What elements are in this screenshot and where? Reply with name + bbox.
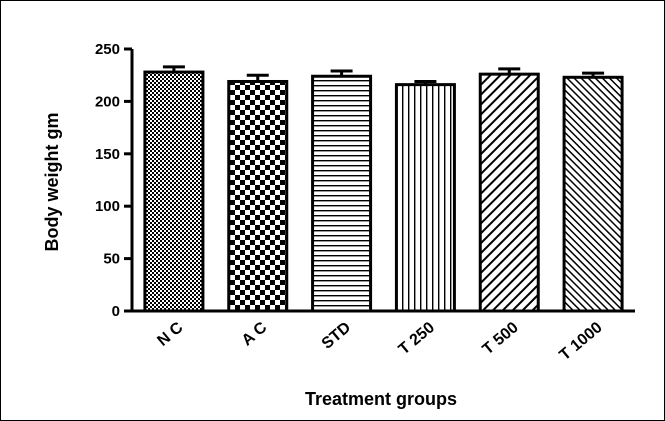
bar-t-1000 <box>562 75 624 313</box>
x-tick-label: T 1000 <box>557 319 606 364</box>
y-axis-title: Body weight gm <box>42 113 62 252</box>
x-tick-label: T 250 <box>396 319 438 358</box>
bars <box>143 65 624 313</box>
y-tick-label: 200 <box>95 93 120 110</box>
y-tick-label: 50 <box>103 251 120 268</box>
x-axis-title: Treatment groups <box>305 389 457 409</box>
x-tick-label: A C <box>239 319 271 350</box>
y-tick-label: 100 <box>95 198 120 215</box>
x-tick-label: T 500 <box>480 319 522 358</box>
x-tick-label: N C <box>154 319 186 350</box>
bar-t-250 <box>394 83 456 313</box>
y-tick-label: 0 <box>112 303 120 320</box>
y-axis: 0 50 100 150 200 250 <box>95 41 134 320</box>
x-tick-label: STD <box>319 319 354 353</box>
y-tick-label: 250 <box>95 41 120 58</box>
bar-std <box>311 74 373 313</box>
x-axis: N C A C STD T 250 T 500 T 1000 <box>131 309 635 364</box>
bar-t-500 <box>478 72 540 313</box>
y-tick-label: 150 <box>95 146 120 163</box>
bar-n-c <box>143 70 205 313</box>
bar-a-c <box>227 79 289 313</box>
